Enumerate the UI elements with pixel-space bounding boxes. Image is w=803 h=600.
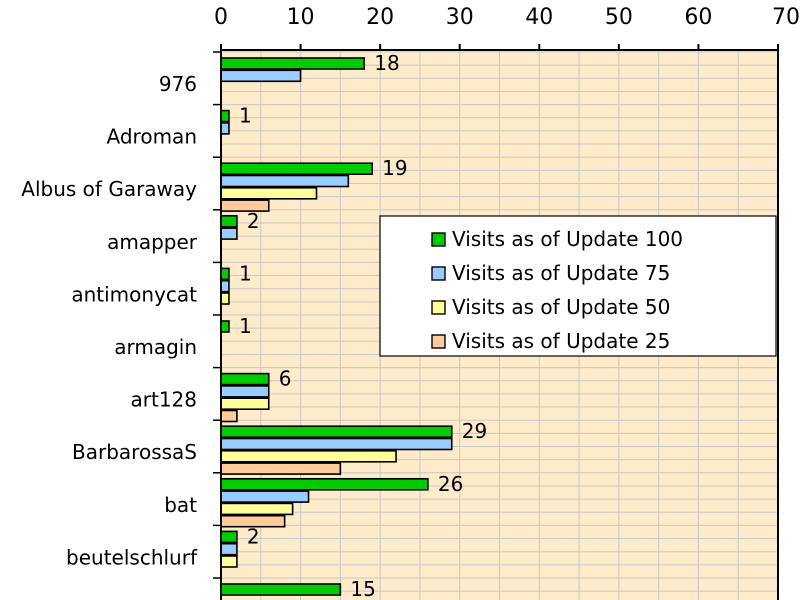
category-label: BarbarossaS: [72, 440, 197, 464]
category-label: 976: [159, 72, 197, 96]
value-label: 18: [374, 51, 399, 75]
legend-label: Visits as of Update 25: [452, 329, 670, 353]
x-tick-label: 60: [684, 5, 712, 30]
bar: [220, 187, 318, 200]
bar: [220, 502, 294, 516]
bar: [220, 199, 270, 212]
x-tick-label: 50: [605, 5, 633, 30]
bar: [220, 462, 342, 475]
legend-swatch: [431, 300, 446, 315]
bar: [220, 292, 230, 305]
bar: [220, 372, 270, 386]
bar: [220, 583, 342, 596]
bar: [220, 69, 302, 83]
bar: [220, 490, 310, 503]
bar: [220, 425, 453, 439]
bar: [220, 215, 238, 228]
legend-swatch: [431, 232, 446, 247]
bar: [220, 542, 238, 556]
bar: [220, 385, 270, 398]
value-label: 2: [247, 209, 260, 233]
value-label: 29: [462, 419, 487, 443]
value-label: 2: [247, 524, 260, 548]
bar: [220, 279, 230, 293]
bars: [220, 57, 453, 596]
bar: [220, 409, 238, 423]
legend-swatch: [431, 266, 446, 281]
bar: [220, 162, 373, 175]
bar: [220, 227, 238, 240]
category-label: bat: [164, 493, 197, 517]
bar: [220, 320, 230, 333]
value-label: 1: [239, 314, 252, 338]
legend-label: Visits as of Update 100: [452, 227, 683, 251]
value-label: 1: [239, 104, 252, 128]
bar: [220, 174, 350, 188]
category-label: art128: [131, 388, 198, 412]
bar: [220, 267, 230, 281]
bar: [220, 122, 230, 135]
x-tick-label: 10: [287, 5, 315, 30]
x-tick-label: 0: [214, 5, 228, 30]
category-label: amapper: [107, 230, 198, 254]
bar: [220, 449, 397, 463]
x-tick-label: 20: [366, 5, 394, 30]
bar: [220, 477, 429, 491]
value-label: 6: [279, 367, 292, 391]
legend-box: [379, 215, 777, 357]
bar: [220, 437, 453, 451]
value-label: 26: [438, 472, 463, 496]
value-label: 1: [239, 261, 252, 285]
bar: [220, 57, 366, 70]
category-label: Adroman: [107, 125, 197, 149]
category-label: antimonycat: [71, 282, 197, 306]
category-label: armagin: [114, 335, 197, 359]
legend-label: Visits as of Update 50: [452, 295, 670, 319]
x-tick-label: 70: [772, 5, 800, 30]
labels: 18 976 1 Adroman 19 Albus of Garaway 2 amapper 1…: [21, 5, 800, 600]
value-label: 15: [350, 577, 375, 600]
bar: [220, 555, 238, 568]
bar: [220, 109, 230, 123]
axes: [213, 44, 779, 600]
legend: Visits as of Update 100 Visits as of Upda…: [379, 215, 777, 357]
bar: [220, 530, 238, 544]
x-tick-label: 30: [446, 5, 474, 30]
value-label: 19: [382, 156, 407, 180]
x-tick-label: 40: [525, 5, 553, 30]
legend-swatch: [431, 334, 446, 349]
category-label: Albus of Garaway: [21, 177, 197, 201]
category-label: beutelschlurf: [66, 545, 198, 569]
bar: [220, 397, 270, 411]
legend-label: Visits as of Update 75: [452, 261, 670, 285]
